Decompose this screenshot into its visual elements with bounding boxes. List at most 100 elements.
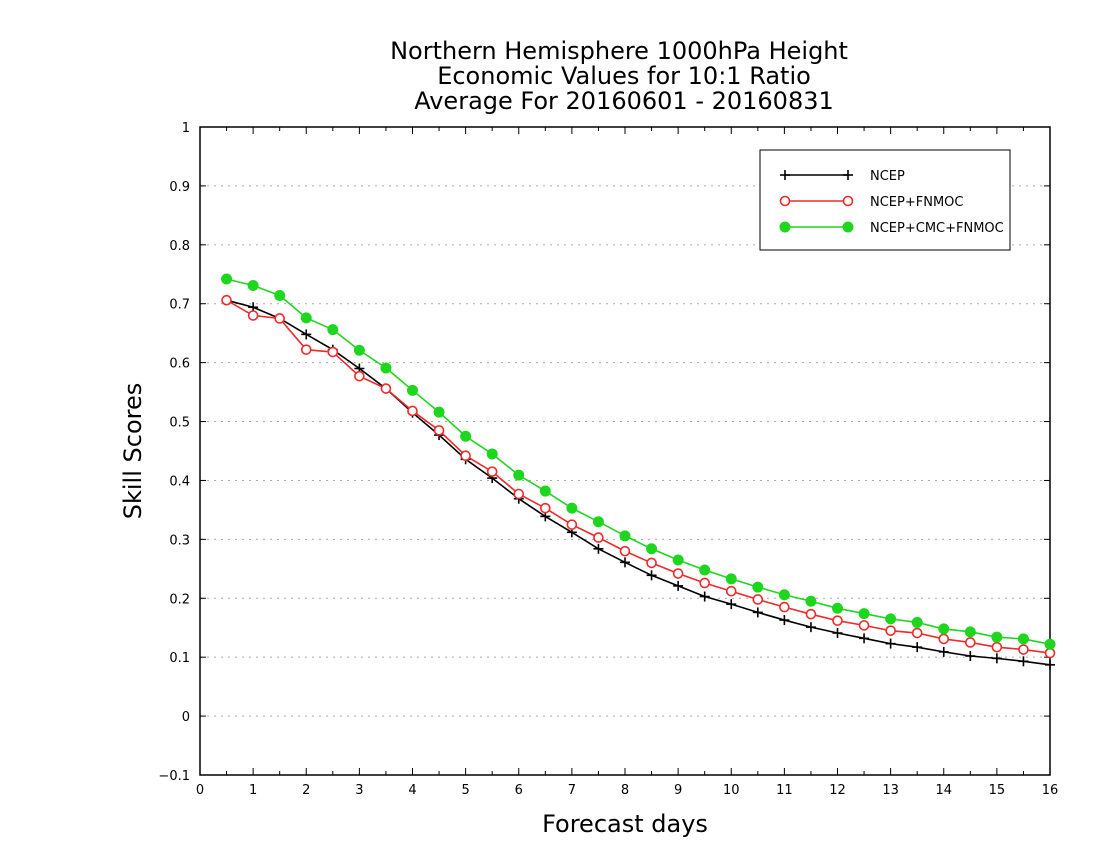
series-0 xyxy=(221,295,1055,670)
data-point xyxy=(938,623,950,635)
data-point xyxy=(725,585,737,597)
title-line-2: Economic Values for 10:1 Ratio xyxy=(437,62,811,90)
data-point xyxy=(221,294,232,306)
legend: NCEP NCEP+FNMOC NCEP+CMC+FNMOC xyxy=(759,149,1011,251)
series-2 xyxy=(221,273,1056,650)
data-point xyxy=(673,580,684,591)
data-point xyxy=(805,608,817,620)
data-point xyxy=(593,532,604,543)
data-point xyxy=(752,594,764,605)
data-point xyxy=(354,370,365,382)
data-point xyxy=(486,466,498,477)
data-point xyxy=(593,543,604,554)
x-tick-label: 15 xyxy=(989,783,1006,798)
x-tick-label: 7 xyxy=(568,783,576,798)
data-point xyxy=(407,405,418,417)
data-point xyxy=(566,519,578,530)
y-tick-label: 0.2 xyxy=(169,592,190,607)
legend-marker xyxy=(842,195,854,207)
x-axis-label: Forecast days xyxy=(542,810,708,838)
legend-marker xyxy=(780,170,790,180)
y-tick-label: 0.5 xyxy=(169,416,190,431)
data-point xyxy=(991,641,1003,653)
x-tick-label: 16 xyxy=(1042,783,1059,798)
data-point xyxy=(646,543,658,555)
data-point xyxy=(327,346,339,358)
data-point xyxy=(592,516,604,528)
y-tick-label: 0.1 xyxy=(169,651,190,666)
data-point xyxy=(274,289,286,301)
x-tick-label: 10 xyxy=(723,783,740,798)
title-line-1: Northern Hemisphere 1000hPa Height xyxy=(390,37,848,65)
gridlines xyxy=(200,185,1050,717)
y-tick-label: 0.3 xyxy=(169,533,190,548)
x-tick-label: 6 xyxy=(515,783,523,798)
data-point xyxy=(300,312,312,324)
data-point xyxy=(726,599,737,610)
data-point xyxy=(1018,644,1029,655)
y-tick-label: 0.6 xyxy=(169,357,190,372)
data-point xyxy=(832,615,843,626)
data-point xyxy=(779,601,790,613)
x-tick-label: 11 xyxy=(776,783,793,798)
data-point xyxy=(301,329,312,340)
x-tick-label: 2 xyxy=(302,783,310,798)
data-point xyxy=(566,502,578,514)
y-axis-label: Skill Scores xyxy=(119,383,147,520)
data-point xyxy=(1017,633,1029,645)
legend-marker xyxy=(842,221,854,233)
y-tick-label: 0.8 xyxy=(169,239,190,254)
data-point xyxy=(433,425,445,436)
legend-label: NCEP xyxy=(870,169,905,184)
legend-marker xyxy=(843,170,853,180)
x-tick-label: 9 xyxy=(674,783,682,798)
data-point xyxy=(539,485,551,497)
data-point xyxy=(965,651,976,662)
data-point xyxy=(725,573,737,585)
data-point xyxy=(460,450,471,462)
y-tick-label: 0.7 xyxy=(169,298,190,313)
data-point xyxy=(380,383,392,394)
data-point xyxy=(1044,647,1056,659)
data-point xyxy=(300,344,312,355)
x-tick-label: 8 xyxy=(621,783,629,798)
data-point xyxy=(699,591,710,602)
data-point xyxy=(965,637,976,648)
series-line xyxy=(226,299,1051,666)
data-point xyxy=(247,279,259,291)
axis-ticks: −0.100.10.20.30.40.50.60.70.80.910 1 2 3 4 5 6… xyxy=(158,121,1058,798)
x-tick-label: 1 xyxy=(249,783,257,798)
data-point xyxy=(672,554,684,566)
y-tick-label: 0 xyxy=(182,710,190,725)
data-point xyxy=(513,469,525,481)
x-tick-label: 5 xyxy=(461,783,469,798)
legend-marker xyxy=(779,221,791,233)
data-point xyxy=(911,627,923,639)
data-point xyxy=(1044,638,1056,650)
x-tick-label: 12 xyxy=(829,783,846,798)
data-point xyxy=(885,638,896,649)
data-point xyxy=(1045,659,1055,670)
legend-entry: NCEP+CMC+FNMOC xyxy=(779,221,1004,236)
legend-entry: NCEP xyxy=(780,169,905,184)
data-point xyxy=(991,631,1003,643)
data-point xyxy=(513,488,525,500)
x-tick-label: 0 xyxy=(196,783,204,798)
data-point xyxy=(805,595,817,607)
data-point xyxy=(646,557,657,569)
legend-entry: NCEP+FNMOC xyxy=(779,195,963,210)
data-point xyxy=(885,625,896,636)
legend-label: NCEP+CMC+FNMOC xyxy=(870,221,1004,236)
legend-box xyxy=(759,149,1011,251)
data-point xyxy=(353,344,365,356)
data-point xyxy=(885,613,897,625)
x-tick-label: 13 xyxy=(882,783,899,798)
data-point xyxy=(938,646,949,657)
data-point xyxy=(460,430,472,442)
data-point xyxy=(832,602,843,614)
data-point xyxy=(327,324,339,336)
data-point xyxy=(540,502,551,514)
data-point xyxy=(912,642,923,653)
data-point xyxy=(380,362,392,374)
data-point xyxy=(752,607,763,618)
